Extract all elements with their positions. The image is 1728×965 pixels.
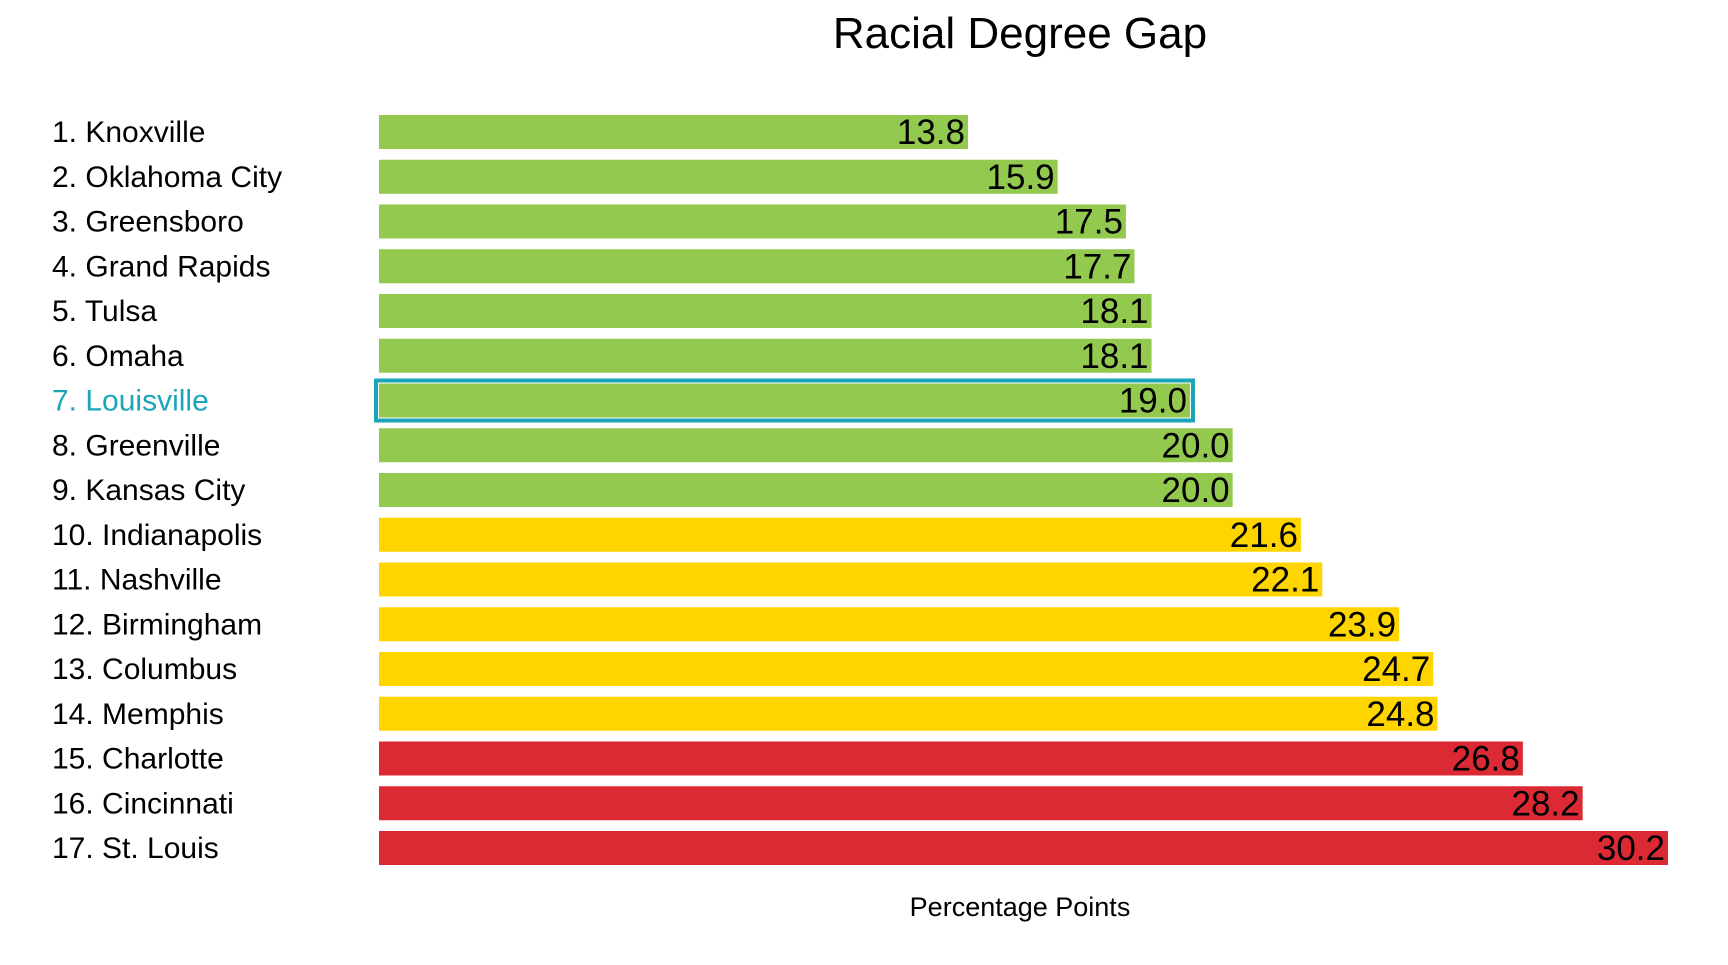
category-label: 5. Tulsa	[52, 295, 157, 328]
value-label: 17.7	[1063, 247, 1131, 286]
value-label: 19.0	[1119, 382, 1187, 421]
value-label: 20.0	[1162, 471, 1230, 510]
category-label: 9. Kansas City	[52, 474, 245, 507]
bar	[379, 249, 1135, 284]
value-label: 13.8	[897, 113, 965, 152]
chart-title: Racial Degree Gap	[833, 9, 1207, 58]
bar	[379, 652, 1434, 686]
value-label: 15.9	[987, 158, 1055, 197]
bar	[379, 562, 1323, 597]
category-label: 7. Louisville	[52, 385, 209, 418]
category-label: 15. Charlotte	[52, 743, 224, 776]
value-label: 24.7	[1362, 650, 1430, 689]
category-label: 10. Indianapolis	[52, 519, 262, 552]
bar	[379, 607, 1400, 642]
category-label: 16. Cincinnati	[52, 787, 234, 820]
bar	[379, 696, 1438, 731]
bar	[379, 517, 1301, 552]
value-label: 28.2	[1512, 784, 1580, 823]
bar	[379, 786, 1583, 821]
bar	[379, 741, 1523, 776]
value-label: 23.9	[1328, 605, 1396, 644]
value-label: 24.8	[1366, 695, 1434, 734]
bar	[379, 204, 1126, 239]
bar	[379, 159, 1058, 194]
category-label: 3. Greensboro	[52, 206, 244, 239]
bars-layer: 1. Knoxville 13.8 2. Oklahoma City 15.9 3. G…	[52, 113, 1668, 868]
category-label: 17. St. Louis	[52, 832, 219, 865]
value-label: 17.5	[1055, 203, 1123, 242]
category-label: 13. Columbus	[52, 653, 237, 686]
bar	[379, 831, 1668, 865]
category-label: 6. Omaha	[52, 340, 184, 373]
bar	[379, 294, 1152, 328]
bar	[379, 383, 1190, 418]
category-label: 4. Grand Rapids	[52, 250, 270, 283]
bar	[379, 338, 1152, 373]
category-label: 8. Greenville	[52, 429, 220, 462]
value-label: 20.0	[1162, 426, 1230, 465]
category-label: 11. Nashville	[52, 564, 222, 597]
x-axis-label: Percentage Points	[910, 892, 1131, 922]
category-label: 12. Birmingham	[52, 608, 262, 641]
value-label: 30.2	[1597, 829, 1665, 868]
value-label: 18.1	[1080, 292, 1148, 331]
bar	[379, 428, 1233, 463]
category-label: 2. Oklahoma City	[52, 161, 282, 194]
category-label: 1. Knoxville	[52, 116, 205, 149]
value-label: 22.1	[1251, 561, 1319, 600]
value-label: 26.8	[1452, 740, 1520, 779]
bar	[379, 115, 969, 149]
category-label: 14. Memphis	[52, 698, 224, 731]
bar-highlight-outline	[374, 378, 1195, 423]
value-label: 18.1	[1080, 337, 1148, 376]
bar	[379, 473, 1233, 507]
value-label: 21.6	[1230, 516, 1298, 555]
